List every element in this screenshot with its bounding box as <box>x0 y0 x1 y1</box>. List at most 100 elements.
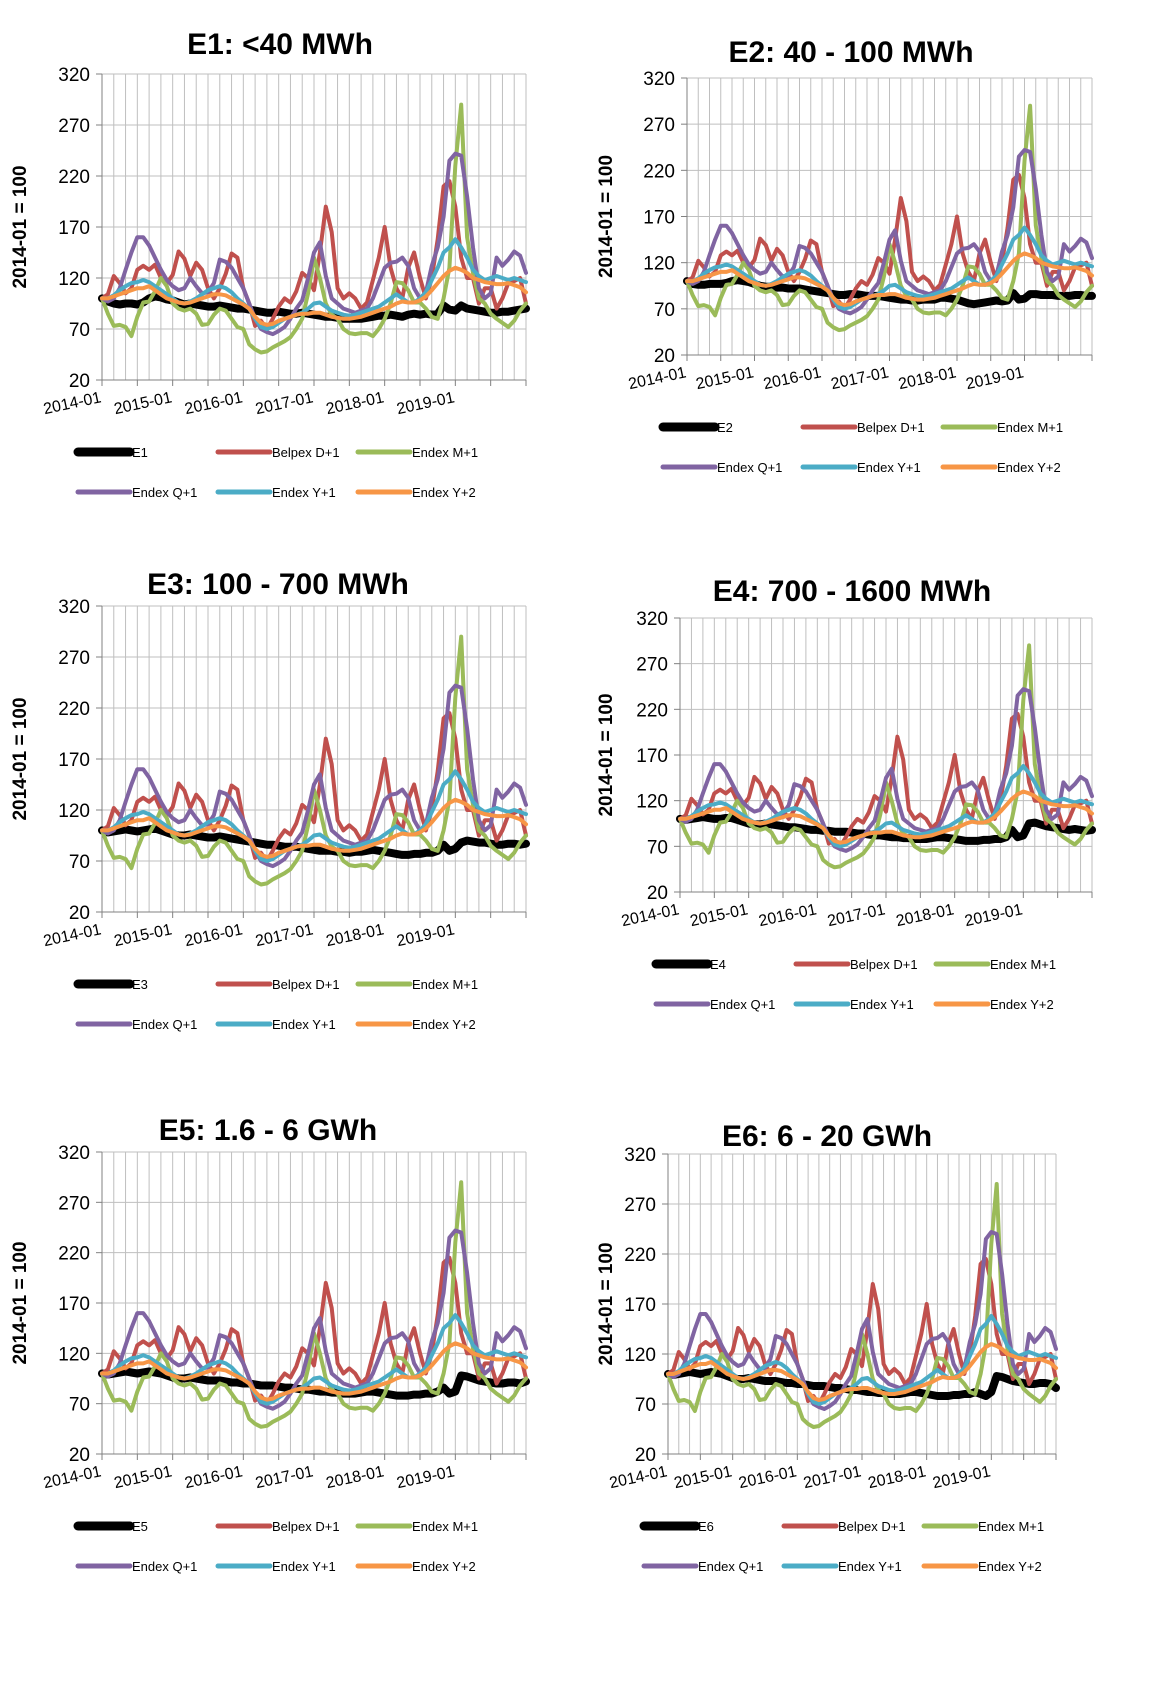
legend-label: Belpex D+1 <box>272 977 340 992</box>
y-tick-label: 320 <box>58 597 90 618</box>
y-tick-label: 270 <box>58 648 90 669</box>
y-tick-label: 20 <box>69 371 90 392</box>
y-tick-label: 220 <box>58 699 90 720</box>
legend-label: Endex Y+2 <box>978 1559 1042 1574</box>
series-line-endex-q-1 <box>678 687 1094 853</box>
y-tick-label: 170 <box>58 218 90 239</box>
legend-item-endex-y-2: Endex Y+2 <box>921 1559 1042 1574</box>
series-line-belpex-d-1 <box>100 179 528 331</box>
legend-item-endex-y-1: Endex Y+1 <box>215 1017 336 1032</box>
y-tick-label: 270 <box>643 115 675 136</box>
y-tick-label: 20 <box>635 1445 656 1466</box>
legend-label: Belpex D+1 <box>272 1519 340 1534</box>
x-tick-label: 2014-01 <box>627 364 688 393</box>
x-tick-label: 2015-01 <box>689 901 750 930</box>
legend-item-endex-m-1: Endex M+1 <box>921 1519 1044 1534</box>
legend-label: Endex Y+1 <box>838 1559 902 1574</box>
chart-panel-e3: E3: 100 - 700 MWh 20 70 120 170 220 270 320 2014… <box>0 560 586 1122</box>
legend-item-endex-q-1: Endex Q+1 <box>660 460 782 475</box>
y-axis-label: 2014-01 = 100 <box>10 165 31 288</box>
chart-title: E6: 6 - 20 GWh <box>722 1120 932 1153</box>
x-tick-label: 2016-01 <box>762 364 823 393</box>
legend-item-e3: E3 <box>73 977 148 992</box>
legend-item-endex-m-1: Endex M+1 <box>933 957 1056 972</box>
series-line-belpex-d-1 <box>666 1257 1058 1406</box>
y-tick-label: 170 <box>58 750 90 771</box>
legend-item-e5: E5 <box>73 1519 148 1534</box>
legend-label: Endex Q+1 <box>717 460 782 475</box>
y-tick-label: 320 <box>636 609 668 630</box>
legend-label: E6 <box>698 1519 714 1534</box>
legend-label: Endex Q+1 <box>710 997 775 1012</box>
x-tick-label: 2016-01 <box>737 1463 798 1492</box>
y-tick-label: 70 <box>69 1395 90 1416</box>
legend-item-endex-m-1: Endex M+1 <box>355 1519 478 1534</box>
y-tick-label: 220 <box>643 161 675 182</box>
y-tick-label: 270 <box>58 116 90 137</box>
legend-label: E2 <box>717 420 733 435</box>
legend-item-endex-q-1: Endex Q+1 <box>75 1017 197 1032</box>
legend-label: Belpex D+1 <box>272 445 340 460</box>
chart-panel-e4: E4: 700 - 1600 MWh 20 70 120 170 220 270 320 201… <box>586 560 1172 1122</box>
series-line-endex-y-2 <box>100 265 528 327</box>
y-tick-label: 70 <box>635 1395 656 1416</box>
series-line-endex-q-1 <box>100 683 528 869</box>
x-tick-label: 2016-01 <box>183 389 244 418</box>
series-line-endex-q-1 <box>685 148 1094 316</box>
legend-item-endex-y-2: Endex Y+2 <box>355 1017 476 1032</box>
legend-label: E1 <box>132 445 148 460</box>
y-tick-label: 270 <box>624 1195 656 1216</box>
y-tick-label: 120 <box>58 269 90 290</box>
legend-item-belpex-d-1: Belpex D+1 <box>800 420 925 435</box>
legend-label: Endex Y+2 <box>412 485 476 500</box>
legend-item-belpex-d-1: Belpex D+1 <box>215 445 340 460</box>
x-tick-label: 2017-01 <box>254 389 315 418</box>
legend-item-belpex-d-1: Belpex D+1 <box>793 957 918 972</box>
y-tick-label: 220 <box>636 700 668 721</box>
x-tick-label: 2014-01 <box>42 389 103 418</box>
y-tick-label: 120 <box>643 254 675 275</box>
x-tick-label: 2015-01 <box>673 1463 734 1492</box>
x-tick-label: 2018-01 <box>325 389 386 418</box>
chart-panel-e2: E2: 40 - 100 MWh 20 70 120 170 220 270 320 2014-… <box>586 0 1172 560</box>
legend-item-endex-y-1: Endex Y+1 <box>215 485 336 500</box>
chart-svg: E5: 1.6 - 6 GWh 20 70 120 170 220 270 320 2014-0… <box>10 1114 530 1574</box>
x-tick-label: 2017-01 <box>826 901 887 930</box>
x-tick-label: 2017-01 <box>254 921 315 950</box>
y-tick-label: 20 <box>69 903 90 924</box>
legend-item-belpex-d-1: Belpex D+1 <box>215 1519 340 1534</box>
legend-label: Endex M+1 <box>978 1519 1044 1534</box>
x-tick-label: 2018-01 <box>897 364 958 393</box>
legend-label: Endex Y+1 <box>857 460 921 475</box>
legend-label: Endex Y+2 <box>412 1559 476 1574</box>
x-tick-label: 2019-01 <box>963 901 1024 930</box>
x-tick-label: 2014-01 <box>620 901 681 930</box>
x-tick-label: 2017-01 <box>802 1463 863 1492</box>
chart-panel-e6: E6: 6 - 20 GWh 20 70 120 170 220 270 320 2014-01… <box>586 1120 1172 1684</box>
x-tick-label: 2019-01 <box>395 921 456 950</box>
y-tick-label: 70 <box>654 300 675 321</box>
y-tick-label: 220 <box>58 1244 90 1265</box>
chart-svg: E4: 700 - 1600 MWh 20 70 120 170 220 270 320 201… <box>596 575 1096 1012</box>
y-tick-label: 70 <box>69 320 90 341</box>
y-tick-label: 120 <box>58 1344 90 1365</box>
y-tick-label: 220 <box>58 167 90 188</box>
legend-label: Endex M+1 <box>412 445 478 460</box>
legend-item-endex-q-1: Endex Q+1 <box>75 485 197 500</box>
legend-label: Belpex D+1 <box>857 420 925 435</box>
x-tick-label: 2018-01 <box>867 1463 928 1492</box>
legend-item-endex-y-2: Endex Y+2 <box>940 460 1061 475</box>
chart-title: E4: 700 - 1600 MWh <box>713 575 991 608</box>
legend-item-endex-y-1: Endex Y+1 <box>793 997 914 1012</box>
y-axis-label: 2014-01 = 100 <box>10 1241 31 1364</box>
legend-label: Endex Y+1 <box>272 485 336 500</box>
y-tick-label: 20 <box>69 1445 90 1466</box>
chart-title: E1: <40 MWh <box>187 28 373 61</box>
x-tick-label: 2019-01 <box>964 364 1025 393</box>
legend-item-endex-y-1: Endex Y+1 <box>800 460 921 475</box>
x-tick-label: 2014-01 <box>42 921 103 950</box>
legend-item-e2: E2 <box>658 420 733 435</box>
x-tick-label: 2015-01 <box>694 364 755 393</box>
legend-item-e6: E6 <box>639 1519 714 1534</box>
legend-item-endex-m-1: Endex M+1 <box>940 420 1063 435</box>
